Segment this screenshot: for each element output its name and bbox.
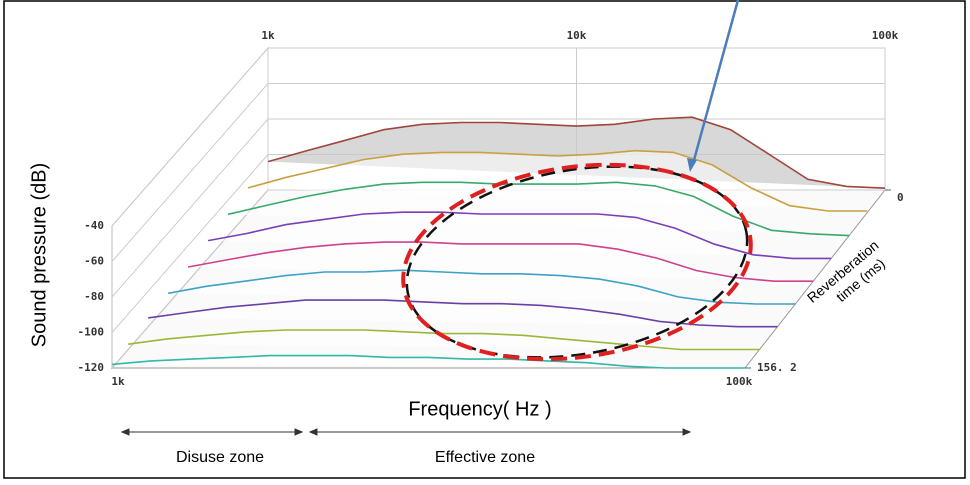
y-tick-label: -80 xyxy=(84,290,104,303)
slice xyxy=(111,354,745,369)
pointer-arrow xyxy=(692,0,740,161)
frame xyxy=(3,0,966,479)
grid-line xyxy=(111,118,269,298)
slice xyxy=(128,329,760,351)
z-tick-label: 156. 2 xyxy=(757,361,797,374)
grid-line xyxy=(111,189,269,369)
highlight-ellipse xyxy=(405,165,749,359)
slice xyxy=(267,116,886,189)
y-tick-label: -120 xyxy=(78,361,105,374)
arrow-heads xyxy=(120,428,692,436)
y-axis-label: Sound pressure (dB) xyxy=(28,163,50,348)
pointer-arrow-head xyxy=(687,158,697,172)
grid-line xyxy=(111,83,269,262)
slice xyxy=(247,149,868,212)
slice xyxy=(167,269,796,305)
x-axis-label: Frequency( Hz ) xyxy=(408,398,551,420)
x-tick-label: 10k xyxy=(567,29,587,42)
x-tick-label: 100k xyxy=(872,29,899,42)
annotation: Effective zone xyxy=(435,449,535,466)
slice xyxy=(187,241,814,282)
plot: 1k 1k 10k 100k 100k -40 -60 -80 -100 -120 0 156. 2 xyxy=(78,29,904,388)
y-tick-label: -40 xyxy=(84,219,104,232)
grid-line xyxy=(111,47,269,227)
highlight-ellipse xyxy=(401,162,753,362)
grid-line xyxy=(111,154,269,333)
z-tick-label: 0 xyxy=(897,191,904,204)
zone-arrows xyxy=(120,428,692,436)
annotation: Disuse zone xyxy=(176,449,264,466)
slice xyxy=(148,299,778,328)
x-tick-label: 1k xyxy=(111,375,125,388)
x-tick-label: 100k xyxy=(726,375,753,388)
slice xyxy=(207,211,832,260)
x-tick-label: 1k xyxy=(261,29,275,42)
y-tick-label: -100 xyxy=(78,326,105,339)
y-tick-label: -60 xyxy=(84,255,104,268)
